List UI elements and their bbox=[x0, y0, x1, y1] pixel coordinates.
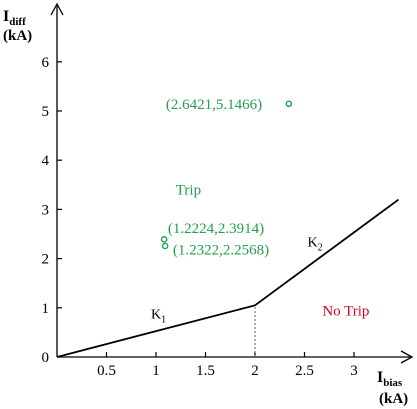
annotation-label: Trip bbox=[176, 183, 201, 199]
characteristic-line bbox=[56, 198, 400, 358]
y-tick-label: 1 bbox=[42, 301, 50, 317]
x-tick-label: 0.5 bbox=[97, 363, 116, 379]
annotation-label: (1.2224,2.3914) bbox=[168, 221, 264, 237]
x-axis-unit: (kA) bbox=[379, 391, 408, 407]
x-axis-title: Ibias bbox=[377, 369, 403, 389]
x-axis-arrow-icon bbox=[400, 350, 414, 364]
y-tick-label: 0 bbox=[42, 350, 50, 366]
x-tick-label: 2.5 bbox=[295, 363, 314, 379]
x-tick-label: 2 bbox=[251, 363, 259, 379]
y-tick-label: 2 bbox=[42, 252, 50, 268]
y-axis-unit: (kA) bbox=[3, 28, 32, 44]
x-tick-label: 1 bbox=[152, 363, 160, 379]
y-tick-label: 4 bbox=[42, 153, 50, 169]
segment-label-sub: 1 bbox=[161, 315, 166, 326]
annotation-label: No Trip bbox=[322, 303, 369, 319]
y-tick-label: 5 bbox=[42, 104, 50, 120]
annotation-label: (2.6421,5.1466) bbox=[166, 97, 262, 113]
y-axis-title-sub: diff bbox=[9, 16, 26, 28]
annotation-label: (1.2322,2.2568) bbox=[173, 243, 269, 259]
data-point bbox=[285, 100, 293, 108]
x-tick-label: 3 bbox=[350, 363, 358, 379]
x-axis-title-sub: bias bbox=[383, 377, 403, 389]
segment-label: K1 bbox=[151, 308, 166, 326]
y-axis-arrow-icon bbox=[50, 2, 64, 16]
segment-label-main: K bbox=[307, 235, 317, 250]
data-point bbox=[160, 236, 168, 243]
segment-label-main: K bbox=[151, 308, 161, 323]
y-tick-label: 6 bbox=[42, 55, 50, 71]
y-axis-title-main: I bbox=[3, 8, 9, 25]
x-axis-title-main: I bbox=[377, 369, 383, 386]
segment-label: K2 bbox=[307, 235, 322, 253]
y-tick-label: 3 bbox=[42, 202, 50, 218]
data-point bbox=[161, 242, 169, 250]
y-axis-title: Idiff bbox=[3, 8, 26, 28]
x-tick-label: 1.5 bbox=[196, 363, 215, 379]
segment-label-sub: 2 bbox=[318, 242, 323, 253]
